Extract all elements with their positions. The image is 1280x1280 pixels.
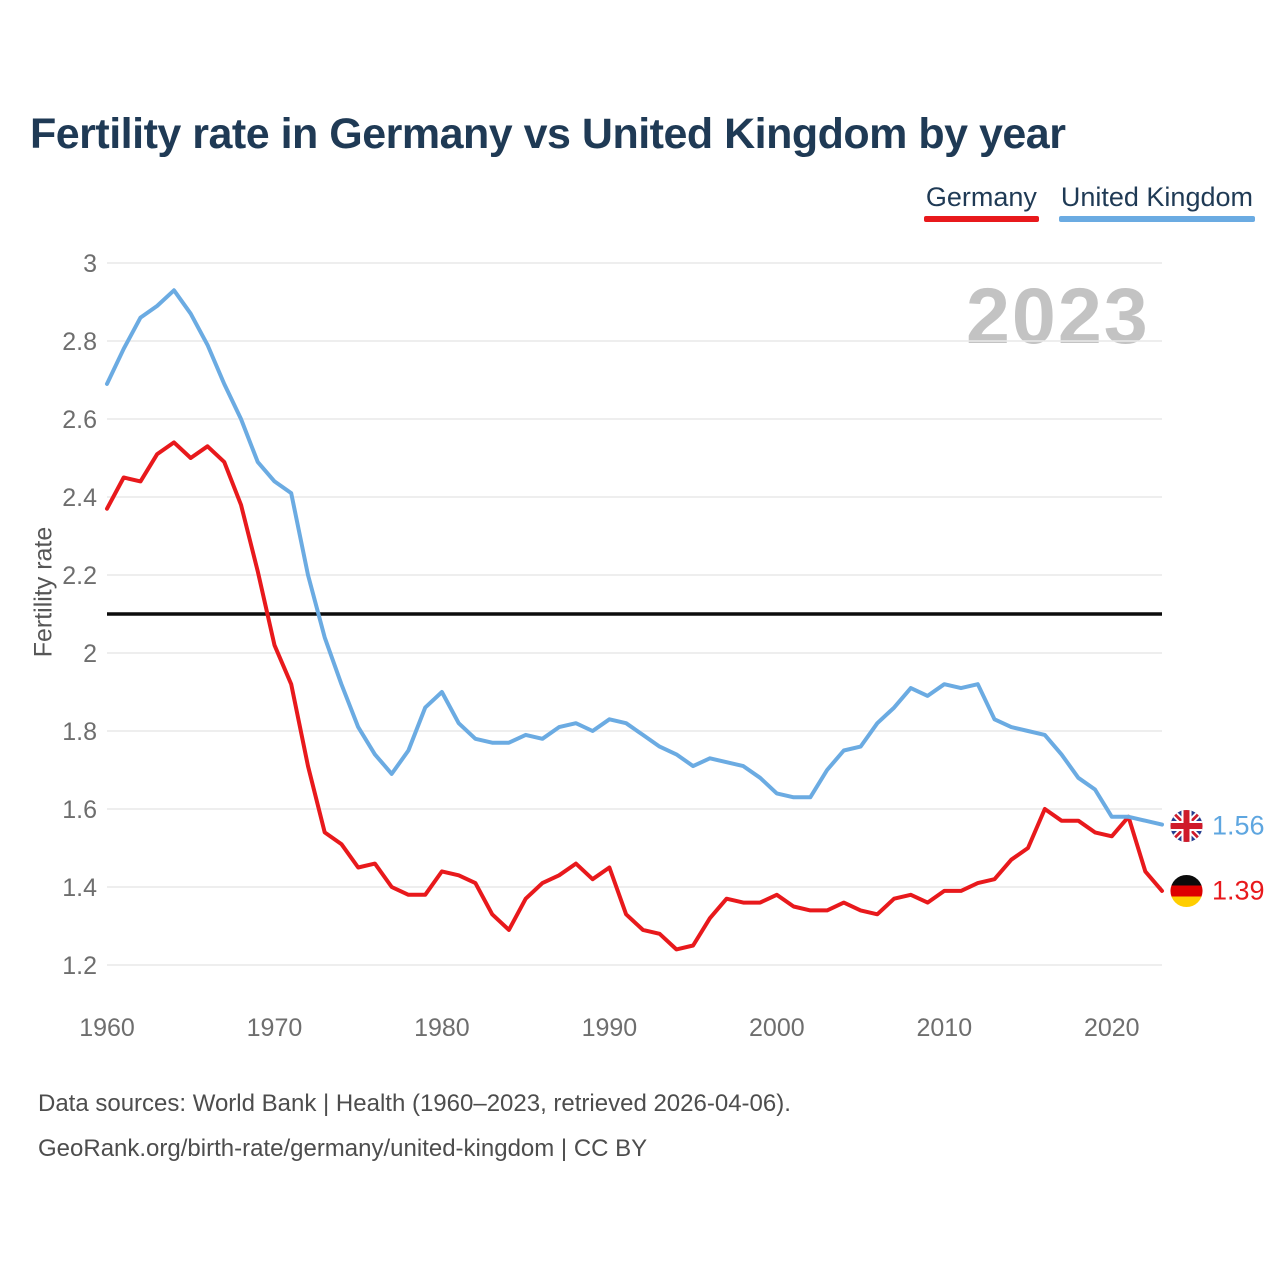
y-tick-label: 2.2 (62, 562, 97, 590)
footer-line1: Data sources: World Bank | Health (1960–… (38, 1090, 791, 1117)
footer-line2: GeoRank.org/birth-rate/germany/united-ki… (38, 1135, 648, 1162)
series-line-united-kingdom (105, 288, 1164, 827)
data-sources: Data sources: World Bank | Health (1960–… (38, 1081, 791, 1171)
x-tick-label: 2010 (916, 1014, 972, 1042)
germany-end-value: 1.39 (1212, 875, 1265, 906)
y-tick-label: 1.2 (62, 952, 97, 980)
x-tick-label: 2000 (749, 1014, 805, 1042)
y-tick-label: 2 (83, 640, 97, 668)
legend-swatch-united-kingdom (1058, 216, 1255, 222)
legend-label-germany: Germany (925, 182, 1037, 212)
uk-flag-icon (1170, 809, 1203, 843)
x-tick-label: 2020 (1084, 1014, 1140, 1042)
x-tick-label: 1970 (247, 1014, 303, 1042)
series-line-germany (105, 440, 1164, 952)
legend: Germany United Kingdom (923, 182, 1255, 222)
watermark-year: 2023 (966, 271, 1150, 360)
x-tick-label: 1960 (79, 1014, 135, 1042)
x-tick-label: 1980 (414, 1014, 470, 1042)
y-tick-label: 2.8 (62, 328, 97, 356)
y-tick-label: 1.4 (62, 874, 97, 902)
y-tick-label: 3 (83, 250, 97, 278)
page-title: Fertility rate in Germany vs United King… (30, 110, 1066, 158)
legend-label-united-kingdom: United Kingdom (1060, 182, 1253, 212)
x-tick-label: 1990 (582, 1014, 638, 1042)
germany-end-label: 1.39 (1170, 874, 1265, 908)
germany-flag-icon (1170, 874, 1203, 908)
legend-item-germany[interactable]: Germany (923, 182, 1039, 222)
legend-item-united-kingdom[interactable]: United Kingdom (1058, 182, 1255, 222)
y-tick-label: 2.4 (62, 484, 97, 512)
y-tick-label: 1.8 (62, 718, 97, 746)
legend-swatch-germany (923, 216, 1039, 222)
uk-end-label: 1.56 (1170, 809, 1265, 843)
uk-end-value: 1.56 (1212, 810, 1265, 841)
y-tick-label: 1.6 (62, 796, 97, 824)
y-tick-label: 2.6 (62, 406, 97, 434)
